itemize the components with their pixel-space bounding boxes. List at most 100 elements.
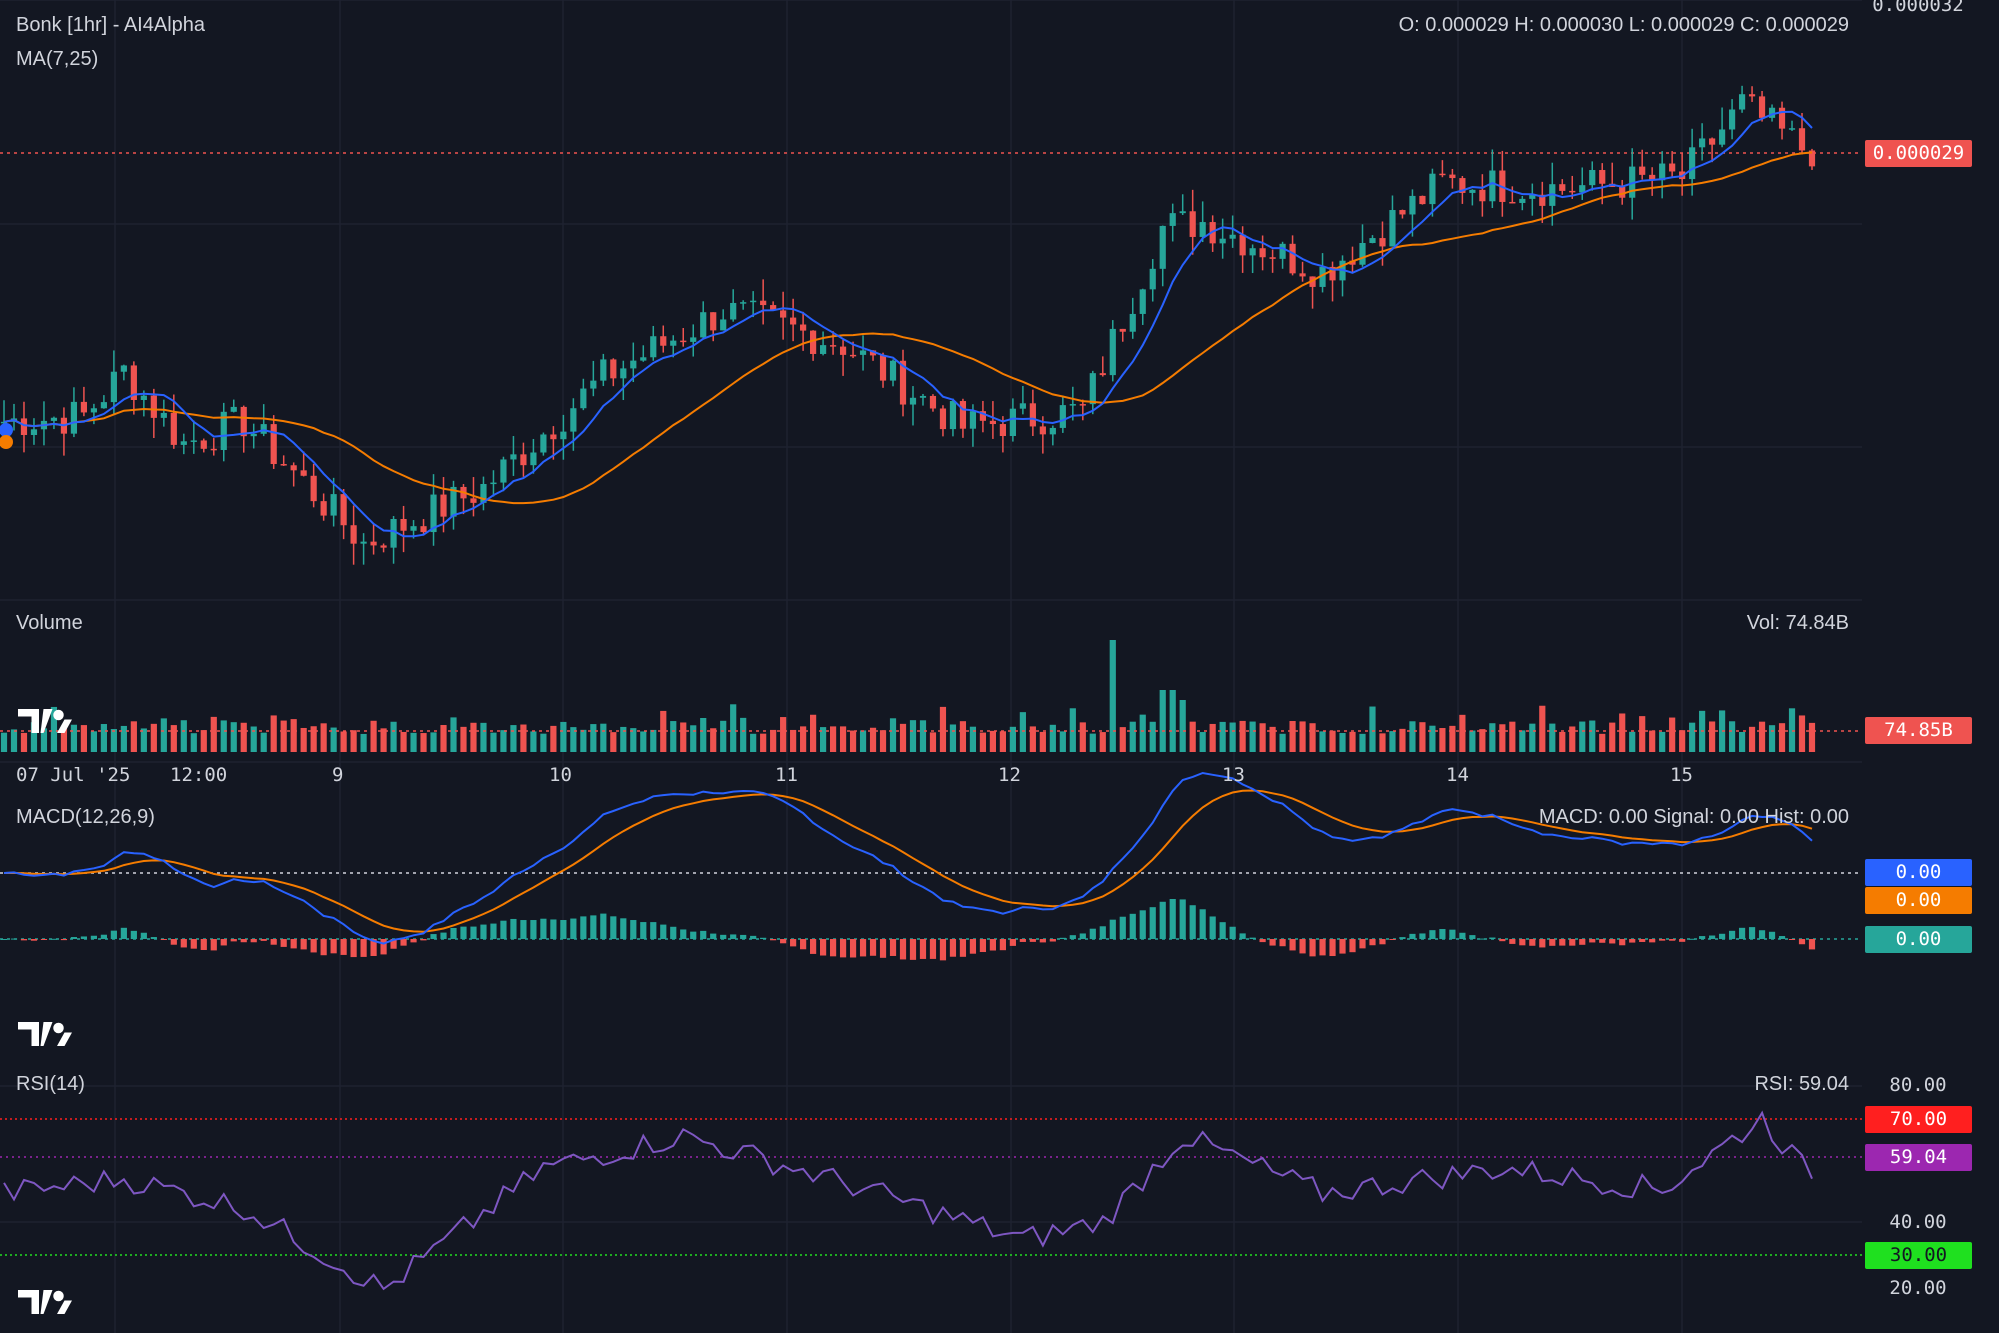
candle-body [1758,96,1766,118]
candle-body [1778,107,1786,129]
candle-body [1389,210,1396,247]
candle-body [1319,266,1326,287]
macd-histogram [0,899,1816,961]
macd-hist-bar [440,932,447,939]
candle-body [150,395,157,418]
volume-bar [600,723,607,752]
macd-hist-bar [919,939,927,959]
macd-hist-bar [350,939,357,958]
volume-bar [550,725,557,752]
volume-bar [1529,723,1536,752]
candle-body [1569,190,1576,193]
macd-hist-bar [200,939,207,950]
candle-body [230,406,237,412]
candle-body [480,484,487,503]
candle-body [80,401,88,413]
date-label: 13 [1222,764,1245,786]
macd-hist-bar [320,939,327,956]
volume-bar [929,732,937,752]
macd-hist-bar [150,937,157,939]
candle-body [1349,260,1356,265]
macd-hist-bar [879,939,887,958]
candle-body [250,433,257,437]
candle-body [1219,238,1226,244]
macd-hist-bar [80,936,88,939]
volume-bar [1209,723,1216,752]
volume-bar [320,723,327,752]
macd-hist-bar [1139,910,1146,939]
macd-hist-bar [1599,939,1606,943]
price-axis-top-tick: 0.000032 [1872,0,1964,16]
macd-hist-bar [530,920,537,939]
volume-bar [1419,722,1426,752]
macd-hist-bar [1798,939,1806,945]
volume-bar [290,719,297,752]
macd-hist-bar [660,924,667,939]
candle-body [1049,427,1056,435]
volume-bar [1279,733,1286,752]
rsi-lower-tag: 30.00 [1865,1242,1972,1269]
candle-body [1479,189,1486,202]
volume-bar [1249,721,1256,752]
candle-body [899,360,907,405]
volume-bar [700,717,707,752]
candle-body [120,365,127,372]
volume-bar [1219,721,1226,752]
volume-bar [1379,733,1386,752]
volume-bar [730,704,737,752]
candle-body [520,454,527,466]
macd-hist-bar [270,939,277,945]
macd-hist-bar [180,939,187,948]
macd-hist-bar [1449,929,1456,939]
volume-bar [1369,706,1376,752]
volume-bar [1199,732,1206,752]
candle-body [1109,328,1116,376]
macd-hist-bar [1179,899,1186,939]
candle-body [1649,174,1656,181]
volume-bar [1389,731,1396,752]
macd-hist-bar [50,938,58,940]
date-label: 11 [775,764,798,786]
candle-body [1379,238,1386,247]
volume-bar [1299,721,1306,752]
candle-body [1079,404,1086,406]
macd-hist-bar [400,939,407,946]
volume-bar [310,726,317,752]
candle-body [680,340,687,343]
volume-bar [869,727,877,752]
volume-bar [1569,726,1576,752]
macd-hist-bar [1409,933,1416,939]
ma-7-line [3,110,1813,538]
candle-body [320,501,327,516]
candle-body [330,494,337,516]
volume-bar [380,728,387,752]
candle-body [610,359,617,379]
volume-bar [1629,731,1636,752]
candle-body [740,302,747,304]
volume-bar [60,726,68,752]
volume-bar [220,720,227,752]
candle-body [1439,173,1446,176]
macd-hist-bar [1279,939,1286,947]
volume-bar [780,717,787,752]
ma-25-line [3,151,1813,505]
candle-body [1629,166,1636,198]
volume-bar [1159,690,1166,752]
date-label: 10 [549,764,572,786]
macd-hist-bar [1429,930,1436,939]
rsi-line [3,1110,1813,1291]
macd-hist-bar [1699,936,1706,939]
macd-signal-line [3,789,1813,933]
candle-body [350,525,357,544]
volume-bars [0,640,1816,752]
volume-bar [1579,721,1586,752]
volume-bar [270,715,277,752]
macd-hist-bar [1778,936,1786,939]
macd-hist-bar [1629,939,1636,943]
macd-hist-bar [1619,939,1626,946]
macd-hist-bar [330,939,337,954]
rsi-upper-tag: 70.00 [1865,1106,1972,1133]
macd-hist-bar [1209,916,1216,939]
candle-body [260,424,267,434]
